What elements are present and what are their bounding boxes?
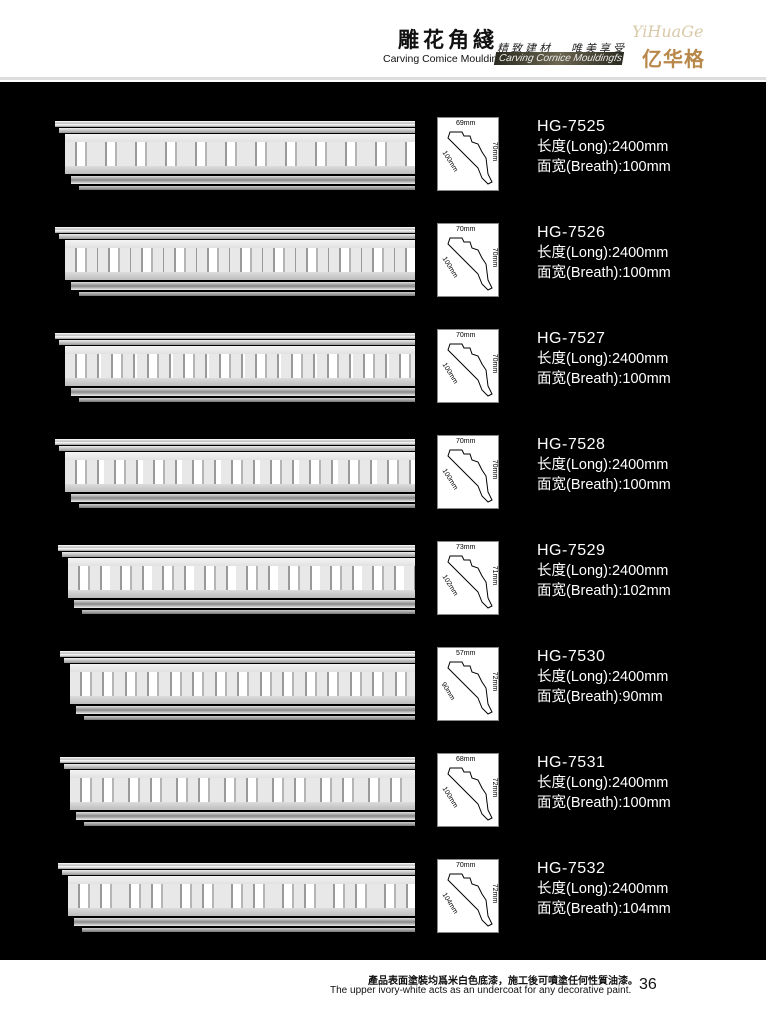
page-header: 雕花角綫 Carving Comice Mouldings 精致建材 唯美享受 C…	[0, 0, 766, 80]
moulding-image	[60, 651, 415, 721]
profile-diagram: 73mm 71mm 102mm	[437, 541, 499, 615]
product-item: 69mm 70mm 100mm HG-7525 长度(Long):2400mm …	[0, 115, 766, 205]
product-length: 长度(Long):2400mm	[537, 563, 669, 579]
profile-diagram: 70mm 70mm 100mm	[437, 435, 499, 509]
product-item: 57mm 72mm 90mm HG-7530 长度(Long):2400mm 面…	[0, 645, 766, 735]
product-width: 面宽(Breath):100mm	[537, 477, 671, 493]
product-item: 70mm 70mm 100mm HG-7526 长度(Long):2400mm …	[0, 221, 766, 311]
dim-top: 70mm	[456, 226, 476, 233]
moulding-image	[55, 439, 415, 509]
product-list: 69mm 70mm 100mm HG-7525 长度(Long):2400mm …	[0, 82, 766, 960]
profile-diagram: 69mm 70mm 100mm	[437, 117, 499, 191]
title-cn: 雕花角綫	[398, 27, 498, 52]
product-code: HG-7530	[537, 648, 606, 665]
profile-shape-icon	[447, 343, 493, 397]
dim-top: 73mm	[456, 544, 476, 551]
profile-shape-icon	[447, 661, 493, 715]
title-en: Carving Comice Mouldings	[383, 53, 509, 65]
product-width: 面宽(Breath):100mm	[537, 371, 671, 387]
product-length: 长度(Long):2400mm	[537, 351, 669, 367]
product-item: 68mm 72mm 100mm HG-7531 长度(Long):2400mm …	[0, 751, 766, 841]
product-code: HG-7525	[537, 118, 606, 135]
product-item: 70mm 70mm 100mm HG-7527 长度(Long):2400mm …	[0, 327, 766, 417]
dim-right: 70mm	[490, 353, 498, 374]
product-width: 面宽(Breath):90mm	[537, 689, 663, 705]
moulding-image	[60, 757, 415, 827]
moulding-image	[55, 121, 415, 191]
profile-shape-icon	[447, 449, 493, 503]
dim-top: 57mm	[456, 650, 476, 657]
product-info: HG-7525 长度(Long):2400mm 面宽(Breath):100mm	[537, 117, 671, 177]
logo-script: YiHuaGe	[632, 22, 704, 41]
product-code: HG-7528	[537, 436, 606, 453]
dim-top: 70mm	[456, 862, 476, 869]
dim-top: 68mm	[456, 756, 476, 763]
product-item: 70mm 70mm 100mm HG-7528 长度(Long):2400mm …	[0, 433, 766, 523]
profile-diagram: 70mm 72mm 104mm	[437, 859, 499, 933]
profile-diagram: 68mm 72mm 100mm	[437, 753, 499, 827]
product-info: HG-7528 长度(Long):2400mm 面宽(Breath):100mm	[537, 435, 671, 495]
moulding-image	[58, 545, 415, 615]
profile-diagram: 70mm 70mm 100mm	[437, 329, 499, 403]
dim-right: 71mm	[490, 565, 498, 586]
dim-right: 72mm	[490, 883, 498, 904]
profile-shape-icon	[447, 237, 493, 291]
profile-shape-icon	[447, 555, 493, 609]
footer-note-cn: 產品表面塗裝均爲米白色底漆，施工後可噴塗任何性質油漆。	[368, 976, 638, 987]
product-info: HG-7529 长度(Long):2400mm 面宽(Breath):102mm	[537, 541, 671, 601]
product-info: HG-7532 长度(Long):2400mm 面宽(Breath):104mm	[537, 859, 671, 919]
product-info: HG-7527 长度(Long):2400mm 面宽(Breath):100mm	[537, 329, 671, 389]
footer-note-en: The upper ivory-white acts as an underco…	[330, 985, 632, 996]
product-width: 面宽(Breath):102mm	[537, 583, 671, 599]
moulding-image	[55, 333, 415, 403]
product-code: HG-7532	[537, 860, 606, 877]
profile-shape-icon	[447, 767, 493, 821]
product-info: HG-7526 长度(Long):2400mm 面宽(Breath):100mm	[537, 223, 671, 283]
product-code: HG-7529	[537, 542, 606, 559]
product-item: 70mm 72mm 104mm HG-7532 长度(Long):2400mm …	[0, 857, 766, 947]
logo: 亿华格	[642, 49, 705, 71]
dim-right: 72mm	[490, 671, 498, 692]
profile-diagram: 70mm 70mm 100mm	[437, 223, 499, 297]
product-length: 长度(Long):2400mm	[537, 139, 669, 155]
product-code: HG-7526	[537, 224, 606, 241]
product-info: HG-7530 长度(Long):2400mm 面宽(Breath):90mm	[537, 647, 668, 707]
page-number: 36	[639, 976, 657, 993]
dim-right: 70mm	[490, 141, 498, 162]
product-length: 长度(Long):2400mm	[537, 881, 669, 897]
product-code: HG-7527	[537, 330, 606, 347]
product-length: 长度(Long):2400mm	[537, 669, 669, 685]
product-length: 长度(Long):2400mm	[537, 457, 669, 473]
dim-top: 70mm	[456, 438, 476, 445]
dim-top: 70mm	[456, 332, 476, 339]
moulding-image	[58, 863, 415, 933]
banner: Carving Cornice Mouldingfs	[493, 52, 625, 65]
dim-top: 69mm	[456, 120, 476, 127]
dim-right: 70mm	[490, 459, 498, 480]
product-length: 长度(Long):2400mm	[537, 775, 669, 791]
product-item: 73mm 71mm 102mm HG-7529 长度(Long):2400mm …	[0, 539, 766, 629]
dim-right: 72mm	[490, 777, 498, 798]
profile-shape-icon	[447, 131, 493, 185]
profile-shape-icon	[447, 873, 493, 927]
product-code: HG-7531	[537, 754, 606, 771]
product-width: 面宽(Breath):100mm	[537, 265, 671, 281]
product-info: HG-7531 长度(Long):2400mm 面宽(Breath):100mm	[537, 753, 671, 813]
product-width: 面宽(Breath):100mm	[537, 159, 671, 175]
dim-right: 70mm	[490, 247, 498, 268]
profile-diagram: 57mm 72mm 90mm	[437, 647, 499, 721]
product-width: 面宽(Breath):100mm	[537, 795, 671, 811]
product-width: 面宽(Breath):104mm	[537, 901, 671, 917]
product-length: 长度(Long):2400mm	[537, 245, 669, 261]
moulding-image	[55, 227, 415, 297]
